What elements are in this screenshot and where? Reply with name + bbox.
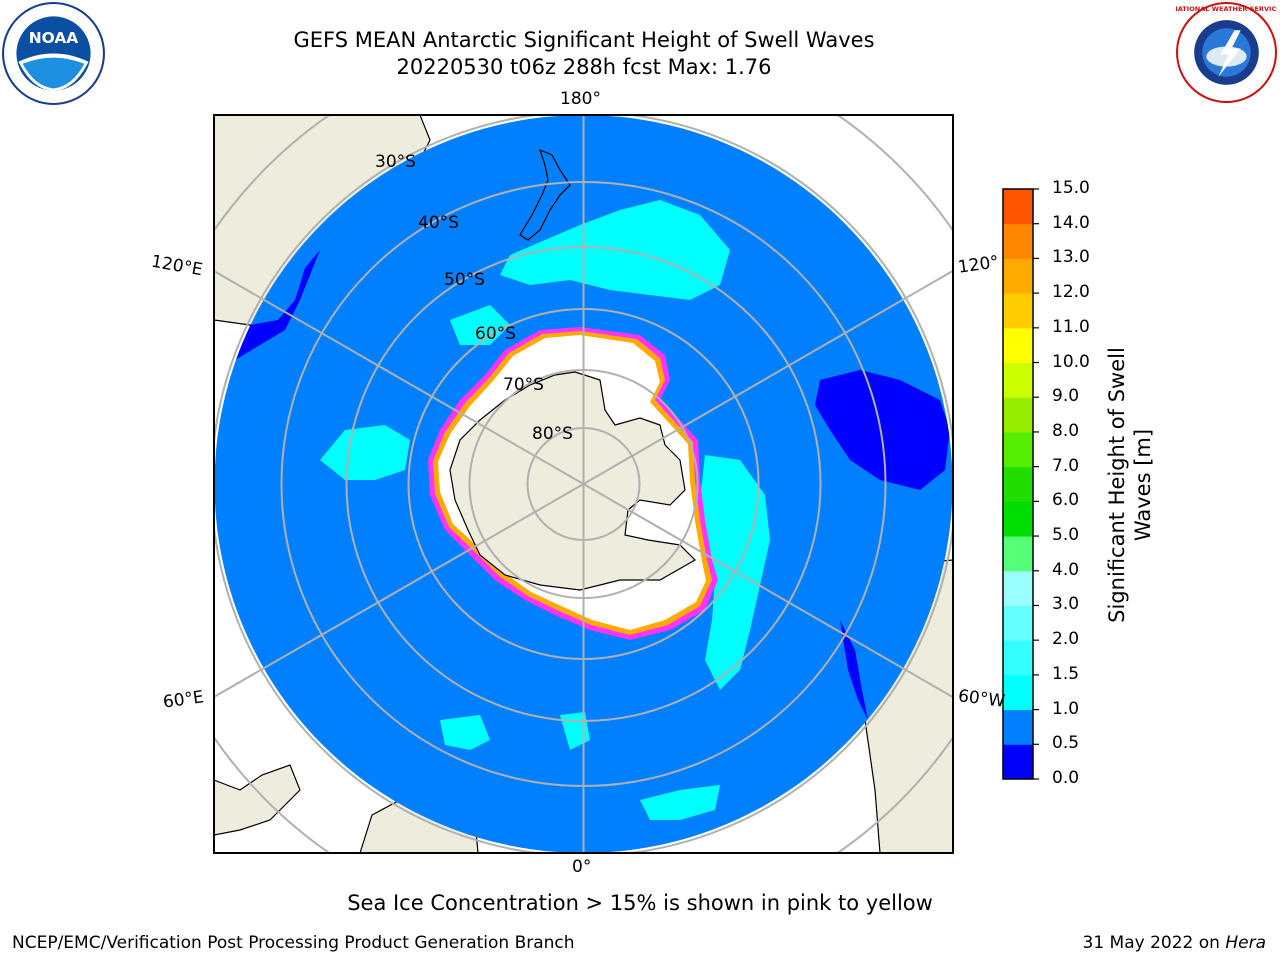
colorbar-segment (1003, 189, 1033, 225)
latitude-label-30s: 30°S (375, 152, 416, 172)
colorbar-tick-label: 2.0 (1052, 629, 1080, 650)
colorbar-tick-label: 1.5 (1052, 663, 1080, 684)
colorbar-segment (1003, 501, 1033, 537)
colorbar-segment (1003, 536, 1033, 572)
footer-credit: NCEP/EMC/Verification Post Processing Pr… (12, 933, 575, 953)
colorbar-tick-label: 14.0 (1052, 212, 1090, 233)
sea-ice-caption: Sea Ice Concentration > 15% is shown in … (347, 891, 933, 915)
colorbar-segment (1003, 258, 1033, 294)
colorbar-tick-label: 8.0 (1052, 420, 1080, 441)
latitude-label-50s: 50°S (444, 270, 485, 290)
chart-title: GEFS MEAN Antarctic Significant Height o… (293, 28, 875, 52)
antarctica-landmass (449, 371, 696, 591)
meridian-label-0: 0° (572, 857, 592, 877)
colorbar-segment (1003, 223, 1033, 259)
colorbar (1003, 188, 1039, 780)
low-swell-area-south-america (840, 620, 868, 720)
moderate-swell-indian (320, 425, 410, 480)
map-frame (213, 114, 954, 854)
footer-host: Hera (1225, 933, 1266, 953)
colorbar-segment (1003, 293, 1033, 329)
colorbar-tick-label: 7.0 (1052, 455, 1080, 476)
colorbar-segment (1003, 674, 1033, 711)
footer-date: 31 May 2022 on Hera (1083, 933, 1267, 953)
meridian-label-180: 180° (560, 89, 601, 109)
colorbar-segment (1003, 709, 1033, 745)
colorbar-segment (1003, 744, 1033, 780)
moderate-swell-southwest (440, 712, 720, 820)
footer-date-text: 31 May 2022 on (1082, 933, 1226, 953)
colorbar-segment (1003, 327, 1033, 364)
colorbar-segment (1003, 466, 1033, 502)
colorbar-segment (1003, 605, 1033, 641)
meridian-lines (214, 115, 953, 853)
colorbar-tick-label: 3.0 (1052, 594, 1080, 615)
colorbar-tick-label: 11.0 (1052, 316, 1090, 337)
latitude-label-70s: 70°S (503, 375, 544, 395)
colorbar-tick-label: 0.0 (1052, 768, 1080, 788)
colorbar-tick-label: 15.0 (1052, 178, 1090, 198)
chart-subtitle: 20220530 t06z 288h fcst Max: 1.76 (396, 55, 772, 79)
latitude-label-40s: 40°S (418, 213, 459, 233)
colorbar-tick-label: 1.0 (1052, 698, 1080, 719)
moderate-swell-ross (450, 305, 510, 345)
colorbar-tick-label: 9.0 (1052, 386, 1080, 407)
low-swell-area-east-pacific (815, 370, 950, 490)
colorbar-segment (1003, 570, 1033, 606)
colorbar-tick-label: 0.5 (1052, 733, 1080, 754)
colorbar-tick-label: 13.0 (1052, 247, 1090, 268)
noaa-logo: NOAA (2, 2, 105, 105)
colorbar-tick-label: 12.0 (1052, 282, 1090, 303)
latitude-label-80s: 80°S (532, 424, 573, 444)
colorbar-tick-label: 6.0 (1052, 490, 1080, 511)
noaa-logo-text: NOAA (29, 29, 79, 47)
colorbar-tick-label: 5.0 (1052, 525, 1080, 546)
colorbar-tick-label: 10.0 (1052, 351, 1090, 372)
colorbar-frame (1002, 188, 1034, 780)
colorbar-tick-label: 4.0 (1052, 559, 1080, 580)
colorbar-segment (1003, 397, 1033, 433)
nws-logo: NATIONAL WEATHER SERVICE (1176, 2, 1277, 103)
colorbar-segment (1003, 640, 1033, 676)
colorbar-segment (1003, 431, 1033, 468)
latitude-label-60s: 60°S (475, 324, 516, 344)
colorbar-segment (1003, 362, 1033, 398)
new-zealand-landmass (519, 148, 571, 241)
nws-logo-text: NATIONAL WEATHER SERVICE (1176, 5, 1277, 13)
colorbar-label: Significant Height of Swell Waves [m] (1105, 347, 1155, 623)
